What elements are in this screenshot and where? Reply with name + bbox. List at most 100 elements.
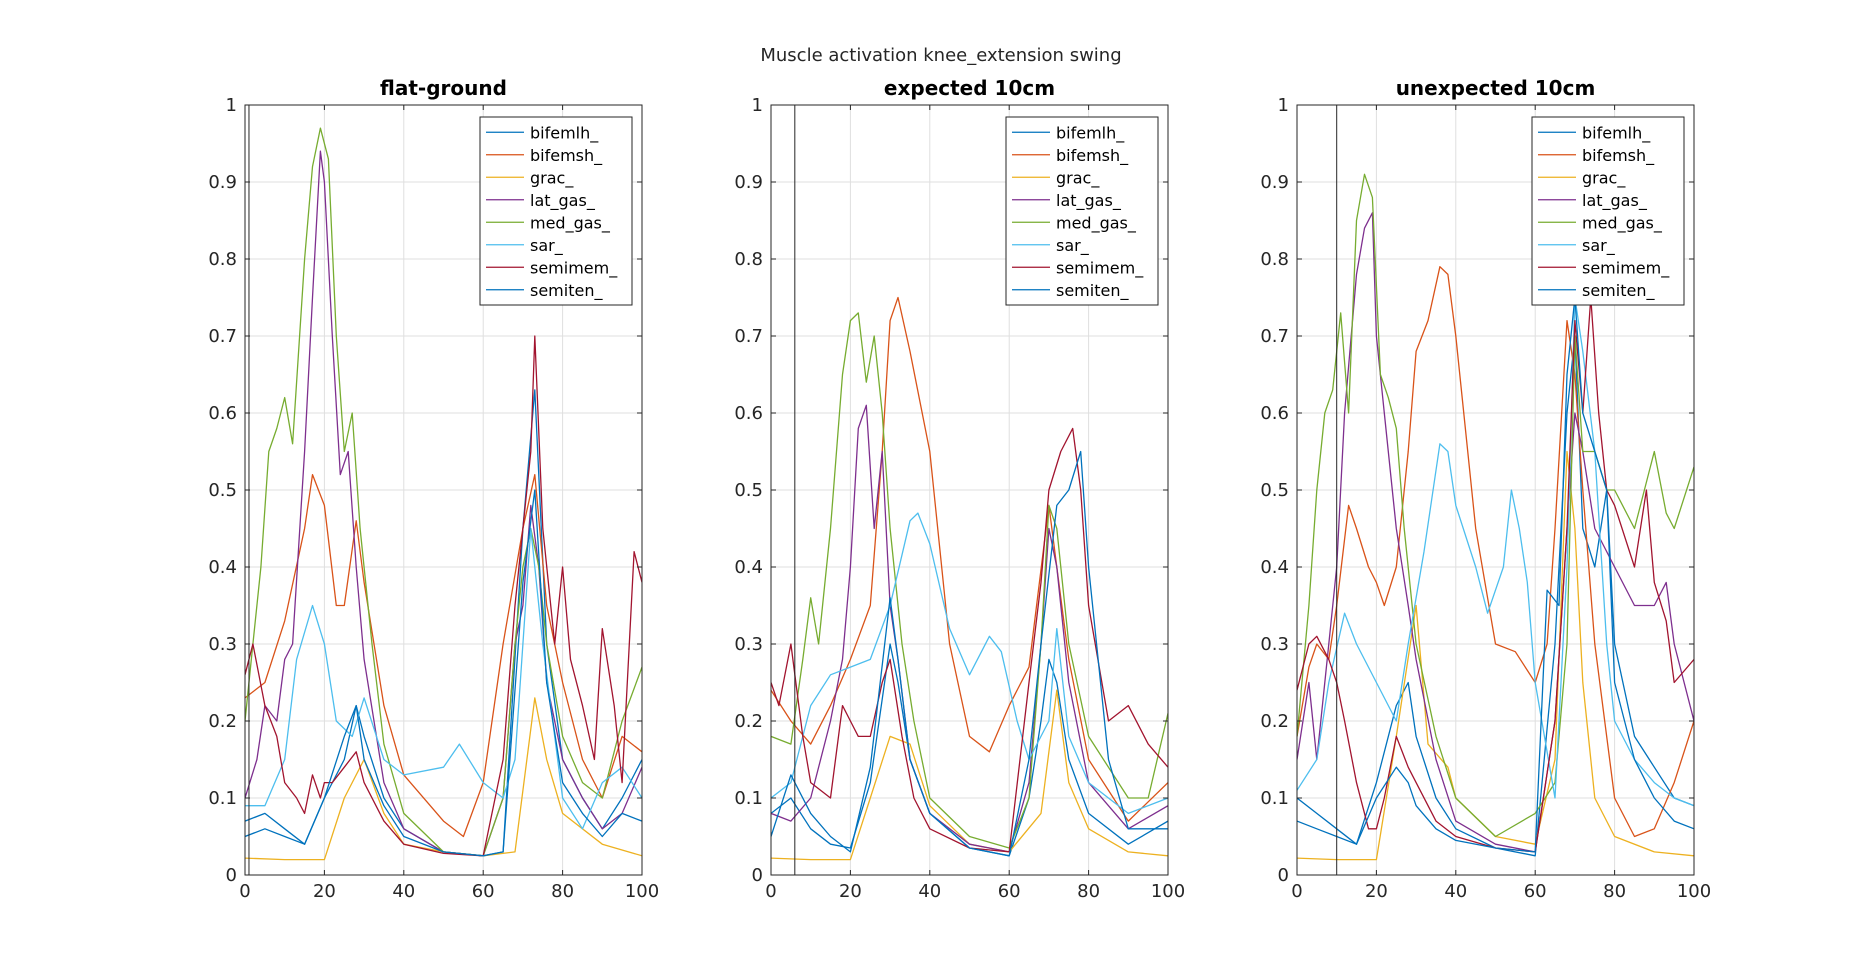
y-tick-label: 0.6 (734, 403, 763, 424)
x-tick-label: 20 (839, 881, 862, 902)
panel-2: 0 20 40 60 80 100 0 0.1 0.2 0.3 0.4 0.5 0.6 0.7 0.8 0.9… (734, 76, 1185, 902)
legend-label: grac_ (1056, 168, 1100, 188)
y-tick-label: 0.9 (208, 172, 237, 193)
series-line-semiten (245, 489, 642, 857)
y-tick-label: 1 (752, 95, 763, 116)
legend-label: med_gas_ (1056, 213, 1137, 233)
panel-title: flat-ground (380, 76, 507, 100)
y-tick-label: 0.1 (1260, 788, 1289, 809)
x-tick-label: 0 (765, 881, 776, 902)
x-tick-label: 100 (625, 881, 659, 902)
legend-label: lat_gas_ (1582, 191, 1648, 211)
y-tick-label: 1 (226, 95, 237, 116)
x-tick-label: 40 (1444, 881, 1467, 902)
y-tick-label: 0.1 (734, 788, 763, 809)
series-line-bifemsh (1297, 266, 1694, 838)
legend-label: med_gas_ (530, 213, 611, 233)
y-tick-label: 0.9 (1260, 172, 1289, 193)
y-tick-label: 0.6 (1260, 403, 1289, 424)
y-tick-label: 1 (1278, 95, 1289, 116)
series-line-semimem (245, 335, 642, 857)
series-line-semiten (1297, 296, 1694, 853)
panels: 0 20 40 60 80 10000.10.20.30.40.50.60.70.80.9… (208, 76, 1711, 902)
legend-label: bifemlh_ (530, 123, 599, 143)
y-tick-label: 0 (1278, 865, 1289, 886)
legend-box (1005, 116, 1159, 306)
y-tick-label: 0.5 (734, 480, 763, 501)
legend-label: lat_gas_ (530, 191, 596, 211)
y-tick-label: 0.3 (208, 634, 237, 655)
y-tick-label: 0.5 (1260, 480, 1289, 501)
legend-box (479, 116, 633, 306)
x-tick-label: 60 (998, 881, 1021, 902)
series-line-lat_gas (1297, 212, 1694, 853)
x-tick-label: 80 (551, 881, 574, 902)
legend-label: semimem_ (1582, 258, 1670, 278)
legend: bifemlh_ bifemsh_grac_ lat_gas_med_gas_sar… (1005, 116, 1159, 306)
legend-label: bifemsh_ (1056, 146, 1129, 166)
y-tick-label: 0.2 (1260, 711, 1289, 732)
legend-label: sar_ (1582, 236, 1616, 256)
y-tick-label: 0.3 (1260, 634, 1289, 655)
y-tick-label: 0.1 (208, 788, 237, 809)
y-tick-label: 0.5 (208, 480, 237, 501)
figure-title: Muscle activation knee_extension swing (760, 45, 1121, 66)
x-tick-label: 40 (918, 881, 941, 902)
series-lines (771, 296, 1168, 861)
series-line-sar (771, 512, 1168, 815)
y-tick-label: 0.4 (1260, 557, 1289, 578)
y-tick-label: 0 (226, 865, 237, 886)
legend: bifemlh_ bifemsh_grac_ lat_gas_med_gas_sar… (479, 116, 633, 306)
y-tick-label: 0.4 (208, 557, 237, 578)
series-line-semiten (771, 450, 1168, 857)
y-tick-label: 0.9 (734, 172, 763, 193)
legend: bifemlh_ bifemsh_grac_ lat_gas_med_gas_sar… (1531, 116, 1685, 306)
legend-box (1531, 116, 1685, 306)
y-tick-label: 0.3 (734, 634, 763, 655)
legend-label: grac_ (530, 168, 574, 188)
series-line-med_gas (245, 127, 642, 857)
legend-label: semiten_ (1056, 281, 1129, 301)
x-tick-label: 80 (1077, 881, 1100, 902)
series-line-med_gas (1297, 173, 1694, 838)
panel-title: unexpected 10cm (1396, 76, 1596, 100)
x-tick-label: 60 (1524, 881, 1547, 902)
legend-label: bifemlh_ (1582, 123, 1651, 143)
x-tick-label: 0 (1291, 881, 1302, 902)
legend-label: sar_ (1056, 236, 1090, 256)
y-tick-label: 0.4 (734, 557, 763, 578)
x-tick-label: 20 (1365, 881, 1388, 902)
y-tick-label: 0.7 (208, 326, 237, 347)
y-tick-label: 0.7 (1260, 326, 1289, 347)
series-line-grac (1297, 450, 1694, 861)
panel-title: expected 10cm (884, 76, 1055, 100)
x-tick-label: 60 (472, 881, 495, 902)
x-tick-label: 100 (1677, 881, 1711, 902)
series-line-semimem (771, 427, 1168, 853)
legend-label: grac_ (1582, 168, 1626, 188)
series-line-bifemsh (245, 473, 642, 838)
panel-1: 0 20 40 60 80 100 0 0.1 0.2 0.3 0.4 0.5 0.6 0.7 0.8 0.9… (208, 76, 659, 902)
legend-label: bifemsh_ (1582, 146, 1655, 166)
legend-label: sar_ (530, 236, 564, 256)
y-tick-label: 0.6 (208, 403, 237, 424)
panel-3: 0 20 40 60 80 100 0 0.1 0.2 0.3 0.4 0.5 0.6 0.7 0.8 0.9… (1260, 76, 1711, 902)
x-tick-label: 40 (392, 881, 415, 902)
legend-label: semiten_ (530, 281, 603, 301)
x-tick-label: 0 (239, 881, 250, 902)
legend-label: med_gas_ (1582, 213, 1663, 233)
x-tick-label: 100 (1151, 881, 1185, 902)
y-tick-label: 0 (752, 865, 763, 886)
y-tick-label: 0.8 (1260, 249, 1289, 270)
y-tick-label: 0.7 (734, 326, 763, 347)
legend-label: bifemlh_ (1056, 123, 1125, 143)
series-line-sar (245, 527, 642, 830)
legend-label: bifemsh_ (530, 146, 603, 166)
y-tick-label: 0.2 (208, 711, 237, 732)
series-lines (1297, 173, 1694, 861)
series-line-med_gas (771, 312, 1168, 849)
series-line-sar (1297, 296, 1694, 807)
series-lines (245, 127, 642, 861)
x-tick-label: 80 (1603, 881, 1626, 902)
